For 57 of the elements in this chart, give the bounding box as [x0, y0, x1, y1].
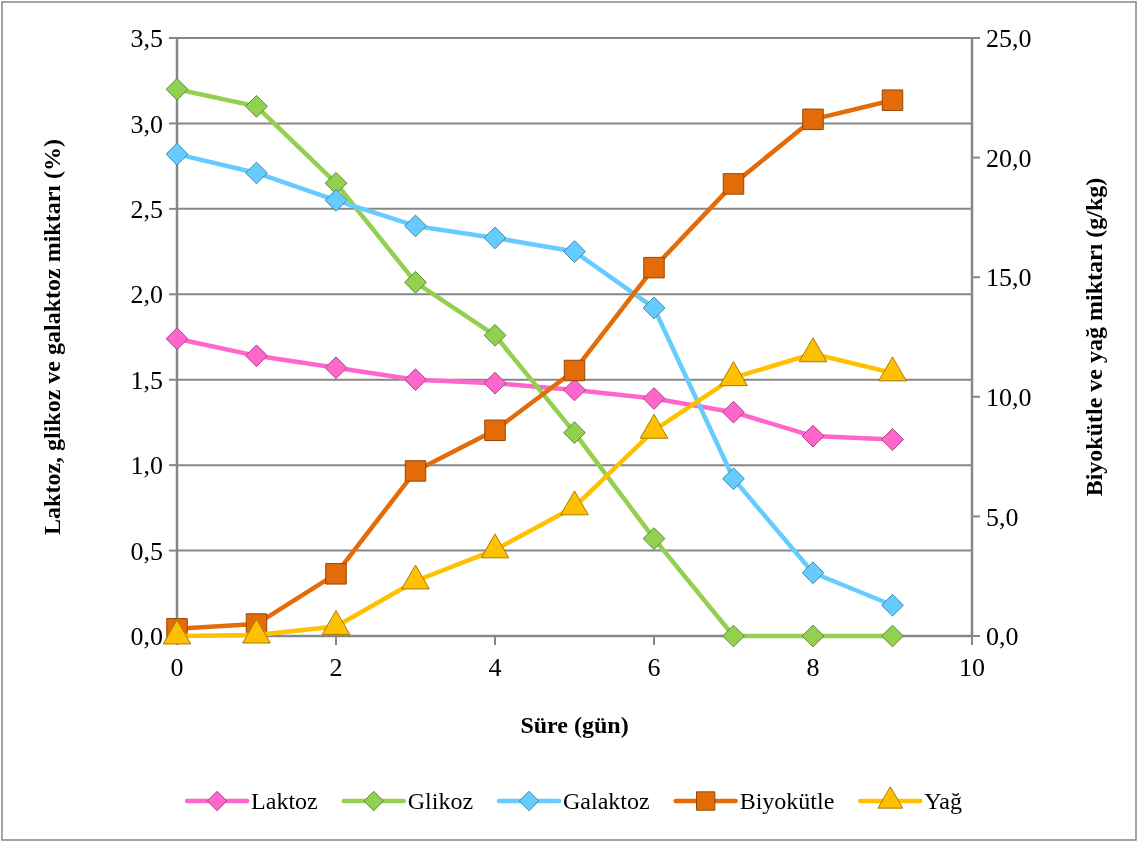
x-axis-title: Süre (gün) — [520, 712, 629, 738]
point — [404, 368, 427, 392]
point — [404, 270, 427, 294]
point — [801, 424, 825, 448]
point — [165, 77, 189, 101]
y2-tick-label: 10,0 — [986, 382, 1032, 412]
x-tick-label: 2 — [329, 653, 343, 682]
y2-tick-label: 0,0 — [986, 622, 1019, 652]
y-tick-label: 2,5 — [130, 194, 163, 224]
point — [642, 527, 666, 550]
x-tick-label: 6 — [647, 653, 661, 682]
point — [245, 161, 268, 185]
point — [642, 296, 666, 320]
point — [483, 226, 507, 250]
point — [165, 327, 189, 351]
x-tick-label: 8 — [806, 653, 820, 682]
y-tick-label: 3,5 — [130, 24, 163, 54]
y2-axis-title: Biyokütle ve yağ miktarı (g/kg) — [1081, 177, 1107, 497]
y-axis-title: Laktoz, glikoz ve galaktoz miktarı (%) — [39, 139, 65, 535]
point — [563, 421, 586, 445]
legend-label: Laktoz — [251, 788, 318, 815]
x-tick-label: 4 — [488, 653, 502, 682]
point — [404, 214, 427, 238]
legend-label: Yağ — [924, 788, 962, 815]
y-tick-label: 2,0 — [130, 280, 163, 310]
y-tick-label: 0,5 — [130, 536, 163, 566]
legend-label: Galaktoz — [563, 788, 650, 815]
point — [245, 344, 268, 368]
y2-tick-label: 15,0 — [986, 263, 1032, 293]
y-tick-label: 0,0 — [130, 622, 163, 652]
y2-tick-label: 20,0 — [986, 143, 1032, 173]
point — [881, 593, 904, 617]
y-tick-label: 3,0 — [130, 109, 163, 139]
point — [483, 323, 507, 347]
point — [324, 188, 348, 212]
y2-tick-label: 25,0 — [986, 24, 1032, 54]
point — [801, 624, 825, 648]
point — [563, 240, 586, 263]
point — [483, 371, 507, 395]
point — [245, 95, 268, 118]
x-tick-label: 10 — [959, 653, 985, 682]
point — [324, 356, 348, 380]
point — [881, 624, 904, 648]
point — [722, 467, 745, 491]
point — [722, 400, 745, 424]
point — [881, 428, 904, 451]
point — [801, 561, 825, 585]
y2-tick-label: 5,0 — [986, 502, 1019, 532]
point — [165, 142, 189, 166]
point — [722, 624, 745, 648]
x-tick-label: 0 — [170, 653, 184, 682]
y-tick-label: 1,5 — [130, 365, 163, 395]
legend-label: Biyokütle — [739, 788, 835, 815]
point — [642, 387, 666, 410]
y-tick-label: 1,0 — [130, 451, 163, 481]
point — [563, 378, 586, 402]
legend-label: Glikoz — [407, 788, 474, 815]
